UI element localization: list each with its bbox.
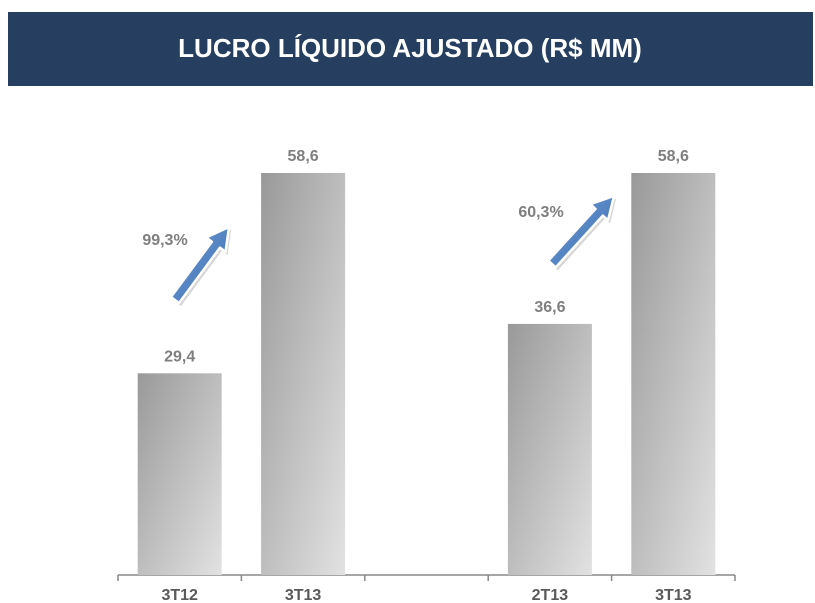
bar xyxy=(261,173,346,575)
x-tick-label: 3T13 xyxy=(655,587,692,603)
annotation: 99,3% xyxy=(142,232,187,249)
annotation: 60,3% xyxy=(518,204,563,221)
data-label: 58,6 xyxy=(288,148,319,165)
x-tick-label: 3T12 xyxy=(161,587,198,603)
data-label: 29,4 xyxy=(164,349,195,366)
growth-arrow xyxy=(547,194,616,269)
title-banner xyxy=(8,12,813,86)
data-label: 36,6 xyxy=(534,299,565,316)
chart-title: LUCRO LÍQUIDO AJUSTADO (R$ MM) xyxy=(178,33,642,63)
data-label: 58,6 xyxy=(658,148,689,165)
x-tick-label: 2T13 xyxy=(532,587,569,603)
growth-arrow xyxy=(169,225,231,305)
bar xyxy=(631,173,716,575)
bar xyxy=(507,323,592,575)
x-tick-label: 3T13 xyxy=(285,587,322,603)
bar xyxy=(137,373,222,575)
